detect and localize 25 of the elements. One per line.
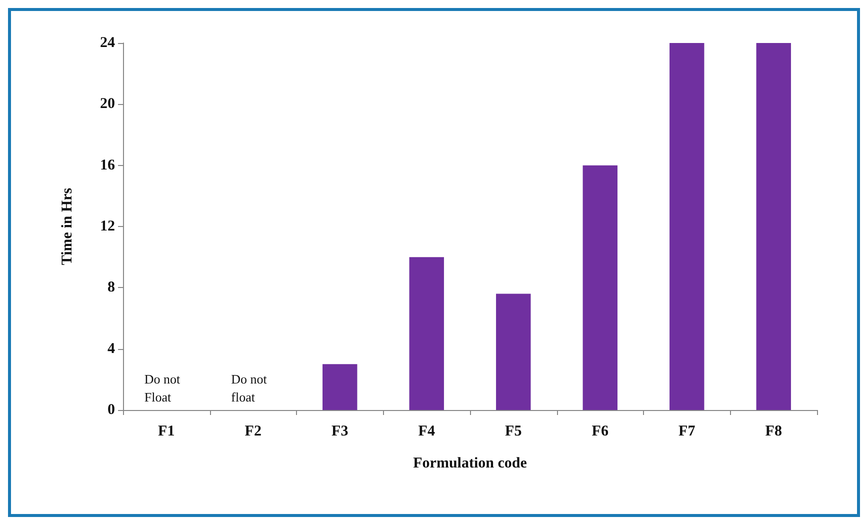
x-axis-title: Formulation code (413, 456, 528, 472)
x-tick-label: F7 (678, 424, 696, 440)
y-tick-label: 4 (108, 340, 116, 357)
bar (496, 294, 531, 410)
y-tick-label: 8 (108, 280, 115, 296)
y-tick-label: 20 (100, 96, 115, 112)
bar (756, 43, 791, 410)
x-tick-label: F1 (158, 424, 175, 440)
x-tick-label: F3 (332, 424, 348, 440)
y-tick-label: 24 (100, 35, 116, 51)
x-tick-label: F6 (592, 424, 609, 440)
x-tick-label: F8 (765, 424, 782, 440)
x-tick-label: F2 (244, 424, 262, 440)
x-tick-label: F5 (505, 424, 522, 440)
bar (670, 43, 704, 410)
y-tick-label: 0 (108, 402, 115, 418)
y-axis-title: Time in Hrs (60, 188, 76, 266)
x-tick-label: F4 (418, 424, 436, 440)
annotation: Do not float (231, 372, 268, 404)
bar (582, 165, 618, 410)
bar (322, 364, 358, 410)
y-tick-label: 16 (100, 157, 116, 174)
y-tick-label: 12 (100, 218, 115, 234)
bar (409, 257, 444, 410)
annotation: Do not Float (144, 372, 181, 404)
